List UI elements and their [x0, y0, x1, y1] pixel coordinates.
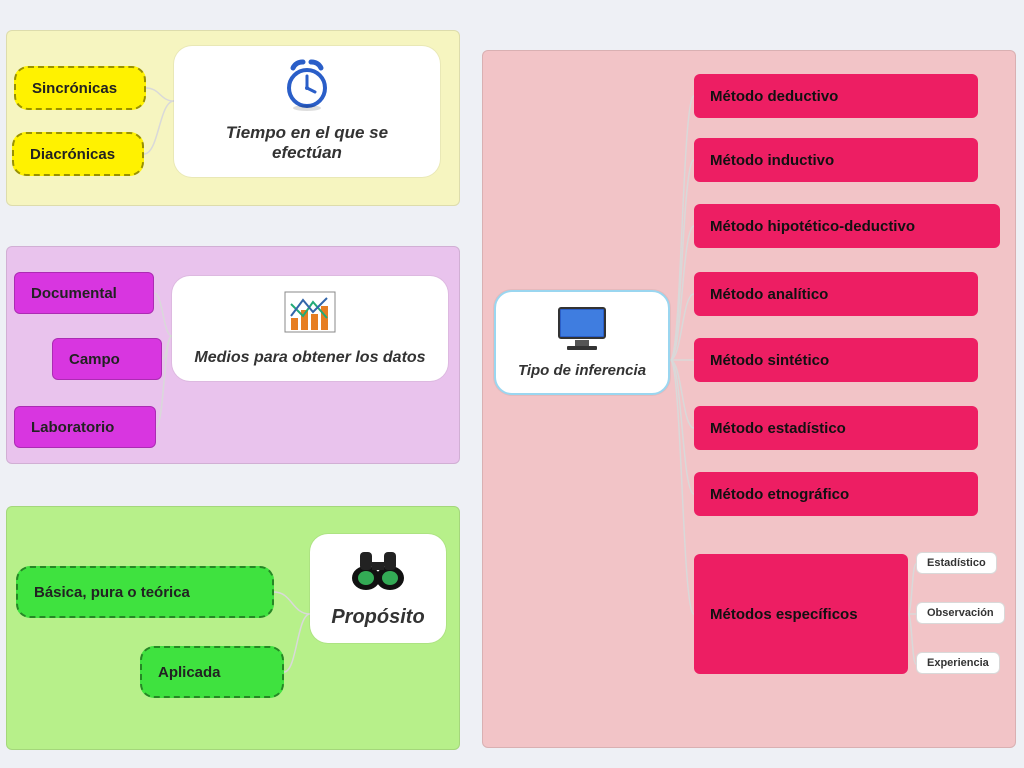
especificos-sub-item[interactable]: Estadístico: [916, 552, 997, 574]
especificos-sub-item[interactable]: Observación: [916, 602, 1005, 624]
proposito-item-label: Básica, pura o teórica: [34, 584, 190, 601]
inferencia-item-label: Método estadístico: [710, 420, 846, 437]
especificos-sub-label: Observación: [927, 607, 994, 619]
inferencia-item[interactable]: Método estadístico: [694, 406, 978, 450]
inferencia-item-label: Método etnográfico: [710, 486, 849, 503]
especificos-sub-label: Experiencia: [927, 657, 989, 669]
inferencia-item[interactable]: Método hipotético-deductivo: [694, 204, 1000, 248]
especificos-sub-item[interactable]: Experiencia: [916, 652, 1000, 674]
hub-tiempo[interactable]: Tiempo en el que se efectúan: [174, 46, 440, 177]
proposito-item-label: Aplicada: [158, 664, 221, 681]
inferencia-item[interactable]: Método deductivo: [694, 74, 978, 118]
chart-icon: [190, 288, 430, 343]
especificos-sub-label: Estadístico: [927, 557, 986, 569]
clock-icon: [192, 58, 422, 117]
hub-proposito[interactable]: Propósito: [310, 534, 446, 643]
medios-item[interactable]: Documental: [14, 272, 154, 314]
inferencia-item-label: Método hipotético-deductivo: [710, 218, 915, 235]
hub-inferencia[interactable]: Tipo de inferencia: [494, 290, 670, 395]
proposito-item[interactable]: Básica, pura o teórica: [16, 566, 274, 618]
medios-item-label: Documental: [31, 285, 117, 302]
hub-tiempo-label: Tiempo en el que se efectúan: [226, 123, 388, 162]
tiempo-item[interactable]: Sincrónicas: [14, 66, 146, 110]
medios-item-label: Campo: [69, 351, 120, 368]
proposito-item[interactable]: Aplicada: [140, 646, 284, 698]
inferencia-item[interactable]: Método analítico: [694, 272, 978, 316]
monitor-icon: [514, 304, 650, 356]
medios-item[interactable]: Laboratorio: [14, 406, 156, 448]
binocular-icon: [328, 546, 428, 600]
medios-item[interactable]: Campo: [52, 338, 162, 380]
inferencia-item-label: Método deductivo: [710, 88, 838, 105]
inferencia-item[interactable]: Métodos específicos: [694, 554, 908, 674]
inferencia-item[interactable]: Método inductivo: [694, 138, 978, 182]
medios-item-label: Laboratorio: [31, 419, 114, 436]
hub-medios[interactable]: Medios para obtener los datos: [172, 276, 448, 381]
hub-inferencia-label: Tipo de inferencia: [518, 362, 646, 379]
hub-proposito-label: Propósito: [331, 606, 424, 628]
hub-medios-label: Medios para obtener los datos: [194, 349, 425, 366]
tiempo-item[interactable]: Diacrónicas: [12, 132, 144, 176]
tiempo-item-label: Diacrónicas: [30, 146, 115, 163]
inferencia-item-label: Método sintético: [710, 352, 829, 369]
tiempo-item-label: Sincrónicas: [32, 80, 117, 97]
inferencia-item-label: Métodos específicos: [710, 606, 858, 623]
inferencia-item[interactable]: Método sintético: [694, 338, 978, 382]
inferencia-item-label: Método analítico: [710, 286, 828, 303]
inferencia-item[interactable]: Método etnográfico: [694, 472, 978, 516]
inferencia-item-label: Método inductivo: [710, 152, 834, 169]
